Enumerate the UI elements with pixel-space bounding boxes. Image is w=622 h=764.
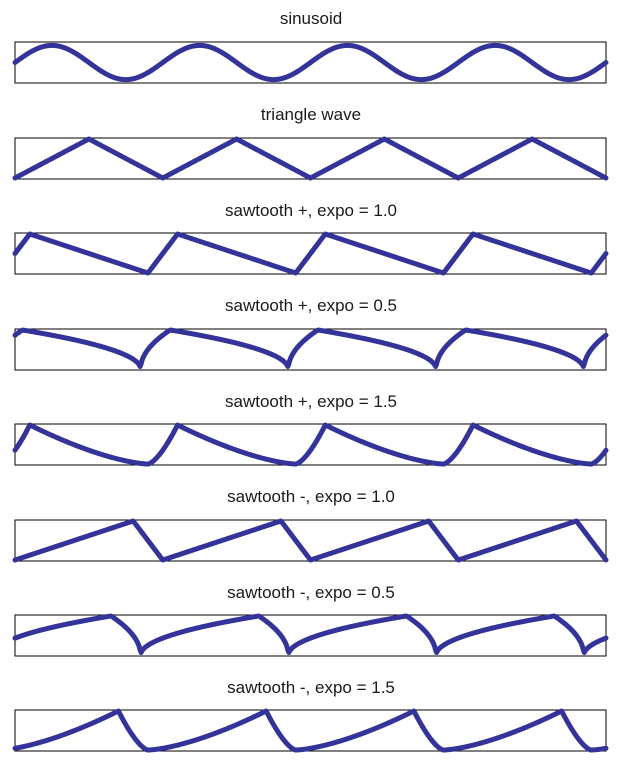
sinusoid-line xyxy=(12,42,609,83)
panel-title: sawtooth -, expo = 1.5 xyxy=(227,678,395,697)
sawtooth-minus-expo-1-0-line xyxy=(12,518,609,563)
plot-frame xyxy=(14,709,607,752)
panel-title: sawtooth -, expo = 1.0 xyxy=(227,487,395,506)
sawtooth-minus-expo-0-5-line xyxy=(12,613,609,655)
panel-title: triangle wave xyxy=(261,105,361,124)
panel-triangle-wave: triangle wave xyxy=(12,105,609,181)
panel-sawtooth-minus-expo-0-5: sawtooth -, expo = 0.5 xyxy=(12,583,609,657)
panel-sawtooth-plus-expo-1-0: sawtooth +, expo = 1.0 xyxy=(12,201,609,276)
sawtooth-plus-expo-1-0-line xyxy=(12,231,609,276)
sawtooth-minus-expo-1-5-line xyxy=(12,708,609,753)
panel-title: sinusoid xyxy=(280,9,342,28)
panel-title: sawtooth -, expo = 0.5 xyxy=(227,583,395,602)
panel-sinusoid: sinusoid xyxy=(12,9,609,84)
panel-sawtooth-minus-expo-1-0: sawtooth -, expo = 1.0 xyxy=(12,487,609,563)
panel-sawtooth-plus-expo-1-5: sawtooth +, expo = 1.5 xyxy=(12,392,609,467)
panel-title: sawtooth +, expo = 0.5 xyxy=(225,296,397,315)
plot-frame xyxy=(14,328,607,371)
panel-title: sawtooth +, expo = 1.0 xyxy=(225,201,397,220)
panel-sawtooth-minus-expo-1-5: sawtooth -, expo = 1.5 xyxy=(12,678,609,753)
plot-frame xyxy=(14,423,607,466)
panel-title: sawtooth +, expo = 1.5 xyxy=(225,392,397,411)
sawtooth-plus-expo-0-5-line xyxy=(12,327,609,369)
triangle-wave-line xyxy=(12,136,609,181)
panel-sawtooth-plus-expo-0-5: sawtooth +, expo = 0.5 xyxy=(12,296,609,371)
sawtooth-plus-expo-1-5-line xyxy=(12,422,609,467)
